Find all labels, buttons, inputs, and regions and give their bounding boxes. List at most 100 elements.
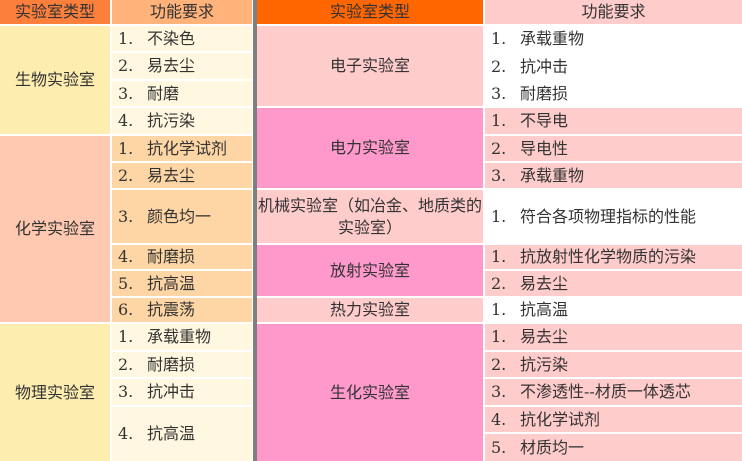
item-number: 4. — [118, 424, 134, 443]
list-item: 3. 承载重物 — [485, 163, 742, 188]
item-text: 抗震荡 — [147, 300, 196, 319]
list-item: 6. 抗震荡 — [112, 298, 252, 322]
list-item: 3. 不渗透性--材质一体透芯 — [485, 379, 742, 405]
item-number: 6. — [118, 300, 134, 319]
lab-type-name: 化学实验室 — [14, 219, 95, 238]
item-number: 1. — [491, 206, 507, 226]
item-number: 1. — [118, 138, 134, 158]
item-number: 4. — [491, 409, 507, 429]
item-text: 抗高温 — [520, 300, 569, 319]
item-text: 抗化学试剂 — [147, 138, 228, 158]
item-number: 3. — [118, 83, 134, 103]
lab-type-cell: 电力实验室 — [257, 108, 483, 188]
item-number: 3. — [491, 165, 507, 185]
item-text: 易去尘 — [147, 56, 196, 75]
header-lab-type: 实验室类型 — [0, 0, 110, 24]
item-number: 1. — [118, 28, 134, 48]
lab-type-cell: 生物实验室 — [0, 26, 110, 134]
item-text: 抗冲击 — [520, 56, 569, 76]
lab-type-name: 物理实验室 — [14, 382, 95, 402]
header-function: 功能要求 — [112, 0, 252, 24]
item-text: 耐磨损 — [147, 354, 196, 374]
item-number: 1. — [118, 327, 134, 346]
list-item: 3. 颜色均一 — [112, 190, 252, 243]
list-item: 2. 易去尘 — [112, 53, 252, 79]
item-text: 易去尘 — [520, 327, 569, 346]
list-item: 1. 抗化学试剂 — [112, 136, 252, 161]
lab-type-cell: 生化实验室 — [257, 324, 483, 461]
item-text: 抗污染 — [520, 354, 569, 374]
item-number: 1. — [491, 247, 507, 266]
list-item: 5. 抗高温 — [112, 271, 252, 296]
list-item: 1. 易去尘 — [485, 324, 742, 350]
item-text: 颜色均一 — [147, 206, 212, 226]
list-item: 1. 抗高温 — [485, 298, 742, 322]
item-number: 1. — [491, 300, 507, 319]
lab-type-cell: 物理实验室 — [0, 324, 110, 461]
item-text: 承载重物 — [520, 29, 585, 48]
item-text: 承载重物 — [520, 165, 585, 185]
lab-type-cell: 热力实验室 — [257, 298, 483, 322]
item-number: 3. — [118, 206, 134, 226]
item-number: 2. — [491, 138, 507, 158]
item-number: 2. — [491, 273, 507, 293]
item-text: 抗放射性化学物质的污染 — [520, 247, 697, 266]
item-text: 易去尘 — [520, 273, 569, 293]
list-item: 2. 导电性 — [485, 136, 742, 161]
list-item: 3. 耐磨损 — [485, 81, 742, 106]
header-label: 实验室类型 — [14, 2, 95, 21]
lab-type-cell: 放射实验室 — [257, 245, 483, 296]
list-item: 3. 抗冲击 — [112, 379, 252, 405]
list-item: 1. 承载重物 — [485, 26, 742, 52]
list-item: 4. 抗化学试剂 — [485, 407, 742, 432]
header-label: 实验室类型 — [329, 2, 410, 21]
item-number: 2. — [491, 354, 507, 374]
table-divider — [253, 0, 257, 461]
lab-type-name: 电子实验室 — [329, 56, 410, 75]
list-item: 2. 抗污染 — [485, 352, 742, 377]
item-text: 易去尘 — [147, 165, 196, 185]
list-item: 4. 耐磨损 — [112, 245, 252, 269]
item-number: 1. — [491, 29, 507, 48]
list-item: 2. 易去尘 — [485, 271, 742, 296]
item-text: 抗化学试剂 — [520, 409, 601, 429]
lab-type-cell: 化学实验室 — [0, 136, 110, 322]
header-lab-type: 实验室类型 — [257, 0, 483, 24]
item-number: 5. — [491, 437, 507, 457]
item-text: 抗冲击 — [147, 382, 196, 401]
list-item: 2. 耐磨损 — [112, 352, 252, 377]
list-item: 1. 承载重物 — [112, 324, 252, 350]
list-item: 5. 材质均一 — [485, 434, 742, 461]
item-number: 4. — [118, 247, 134, 266]
item-number: 4. — [118, 111, 134, 130]
item-text: 耐磨 — [147, 83, 180, 103]
item-text: 不导电 — [520, 111, 569, 130]
list-item: 1. 抗放射性化学物质的污染 — [485, 245, 742, 269]
item-number: 2. — [118, 165, 134, 185]
item-text: 抗高温 — [147, 273, 196, 293]
header-label: 功能要求 — [581, 2, 646, 21]
item-number: 2. — [118, 56, 134, 75]
header-function: 功能要求 — [485, 0, 742, 24]
item-number: 3. — [491, 83, 507, 103]
list-item: 1. 不导电 — [485, 108, 742, 134]
list-item: 4. 抗污染 — [112, 108, 252, 134]
list-item: 2. 易去尘 — [112, 163, 252, 188]
lab-type-name: 放射实验室 — [329, 260, 410, 280]
header-label: 功能要求 — [149, 2, 214, 21]
lab-type-name: 电力实验室 — [329, 138, 410, 157]
item-number: 3. — [491, 382, 507, 401]
list-item: 1. 符合各项物理指标的性能 — [485, 190, 742, 243]
item-text: 耐磨损 — [520, 83, 569, 103]
item-text: 符合各项物理指标的性能 — [520, 206, 697, 226]
item-number: 1. — [491, 327, 507, 346]
list-item: 1. 不染色 — [112, 26, 252, 51]
item-text: 抗污染 — [147, 111, 196, 130]
list-item: 2. 抗冲击 — [485, 54, 742, 79]
lab-type-name: 生物实验室 — [14, 70, 95, 89]
item-number: 5. — [118, 273, 134, 293]
item-text: 抗高温 — [147, 424, 196, 443]
item-number: 3. — [118, 382, 134, 401]
item-text: 不渗透性--材质一体透芯 — [520, 382, 691, 401]
